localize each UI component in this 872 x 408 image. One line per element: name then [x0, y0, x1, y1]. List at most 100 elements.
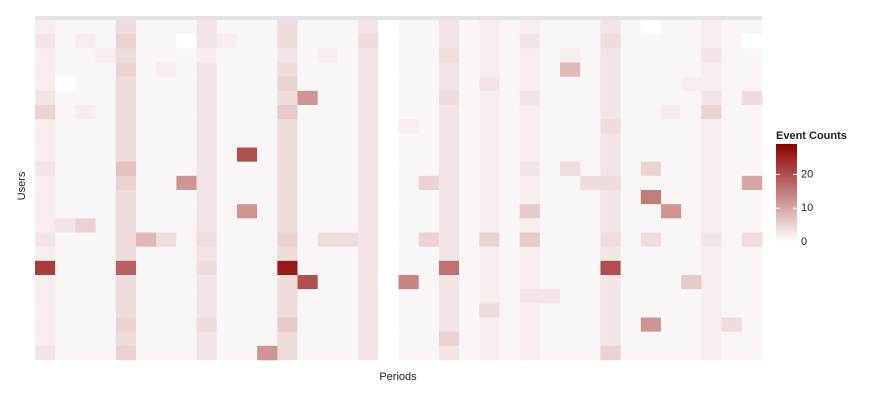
heat-cell [479, 317, 500, 332]
heat-cell [701, 62, 722, 77]
heat-cell [519, 260, 541, 276]
heat-cell [35, 275, 56, 290]
heat-cell [135, 317, 157, 332]
heat-cell [701, 76, 722, 92]
heat-cell [378, 48, 399, 63]
heat-cell [95, 147, 117, 162]
heat-cell [55, 246, 76, 262]
heat-cell [661, 90, 682, 106]
heat-cell [337, 133, 359, 148]
heat-cell [257, 232, 278, 247]
heat-cell [75, 275, 96, 290]
heat-cell [95, 303, 117, 318]
heat-cell [35, 204, 56, 219]
heat-cell [257, 161, 278, 177]
heat-cell [95, 218, 117, 233]
heat-cell [297, 260, 319, 276]
heat-cell [55, 119, 76, 134]
heat-cell [640, 161, 662, 177]
heat-cell [580, 76, 601, 92]
heat-cell [640, 289, 662, 304]
heat-cell [701, 119, 722, 134]
heat-cell [398, 76, 419, 92]
heat-cell [358, 105, 379, 120]
heat-cell [95, 331, 117, 347]
heat-cell [459, 317, 480, 332]
heat-cell [640, 119, 662, 134]
heat-cell [358, 190, 379, 205]
heat-cell [135, 161, 157, 177]
heat-cell [479, 34, 500, 49]
heat-cell [681, 260, 702, 276]
heat-cell [337, 48, 359, 63]
heat-cell [378, 147, 399, 162]
heat-cell [317, 175, 339, 191]
heat-cell [721, 260, 743, 276]
heat-cell [35, 34, 56, 49]
heat-cell [398, 303, 419, 318]
heat-cell [620, 90, 642, 106]
heat-cell [600, 289, 621, 304]
heat-cell [35, 133, 56, 148]
heat-cell [277, 48, 298, 63]
heat-cell [35, 260, 56, 276]
heat-cell [236, 147, 258, 162]
heat-cell [398, 345, 419, 361]
heat-cell [438, 147, 460, 162]
heat-cell [661, 48, 682, 63]
heat-cell [156, 190, 177, 205]
heat-cell [398, 161, 419, 177]
heat-cell [661, 260, 682, 276]
heat-cell [438, 34, 460, 49]
heat-cell [55, 90, 76, 106]
heat-cell [741, 303, 763, 318]
heat-cell [479, 76, 500, 92]
heat-cell [620, 246, 642, 262]
heat-cell [499, 289, 520, 304]
heat-cell [479, 105, 500, 120]
heat-cell [741, 331, 763, 347]
heat-cell [176, 105, 197, 120]
heat-cell [600, 218, 621, 233]
heat-cell [135, 119, 157, 134]
heat-cell [95, 345, 117, 361]
heat-cell [196, 275, 218, 290]
heat-cell [156, 147, 177, 162]
heat-cell [741, 48, 763, 63]
heat-cell [661, 275, 682, 290]
heat-cell [459, 76, 480, 92]
heat-cell [115, 232, 137, 247]
heat-cell [135, 90, 157, 106]
heat-cell [681, 161, 702, 177]
heat-cell [95, 119, 117, 134]
heat-cell [156, 246, 177, 262]
heat-cell [438, 105, 460, 120]
heat-cell [55, 218, 76, 233]
heat-cell [317, 275, 339, 290]
heat-cell [35, 331, 56, 347]
heat-cell [297, 147, 319, 162]
heat-cell [721, 48, 743, 63]
heat-cell [337, 90, 359, 106]
heat-cell [317, 345, 339, 361]
heat-cell [701, 303, 722, 318]
heat-cell [438, 317, 460, 332]
heat-cell [539, 147, 561, 162]
heat-cell [479, 260, 500, 276]
heat-cell [135, 275, 157, 290]
heat-cell [176, 232, 197, 247]
heat-cell [681, 190, 702, 205]
heat-cell [560, 147, 581, 162]
heat-cell [418, 133, 440, 148]
heat-cell [176, 133, 197, 148]
heat-cell [479, 147, 500, 162]
heat-cell [640, 275, 662, 290]
heat-cell [358, 119, 379, 134]
heat-cell [257, 20, 278, 35]
heat-cell [297, 303, 319, 318]
heat-cell [378, 119, 399, 134]
heat-cell [35, 317, 56, 332]
heat-cell [701, 133, 722, 148]
heat-cell [438, 48, 460, 63]
heat-cell [418, 20, 440, 35]
